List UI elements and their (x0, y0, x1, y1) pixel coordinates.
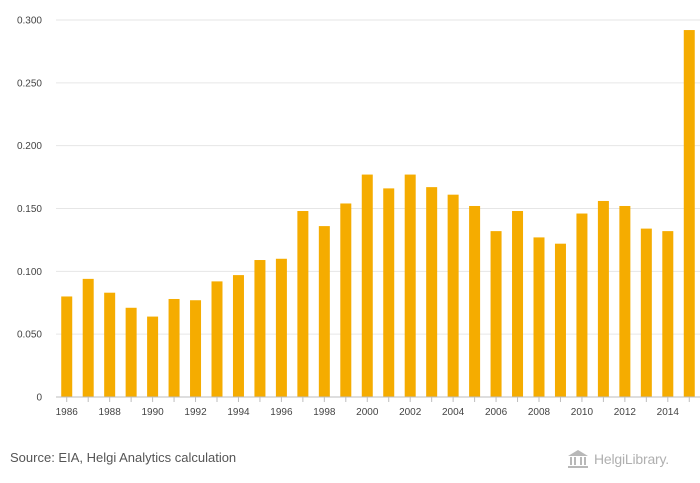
bar-2012[interactable] (619, 205, 631, 397)
bar-1994[interactable] (232, 275, 244, 397)
x-tick-label: 1988 (99, 407, 122, 418)
bar-1991[interactable] (168, 298, 180, 397)
bar-2003[interactable] (426, 187, 438, 397)
bar-series (61, 30, 695, 397)
x-tick-label: 1992 (184, 407, 207, 418)
y-tick-label: 0.150 (17, 204, 42, 215)
bar-1989[interactable] (125, 307, 137, 397)
y-tick-label: 0.200 (17, 141, 42, 152)
x-tick-label: 2012 (614, 407, 637, 418)
x-tick-label: 2002 (399, 407, 422, 418)
x-tick-label: 2004 (442, 407, 465, 418)
bar-2006[interactable] (490, 231, 502, 397)
brand-name: HelgiLibrary. (594, 451, 669, 467)
bar-1993[interactable] (211, 281, 223, 397)
y-tick-label: 0.100 (17, 267, 42, 278)
bar-2013[interactable] (640, 228, 652, 397)
y-tick-label: 0.250 (17, 78, 42, 89)
bar-1998[interactable] (318, 226, 330, 397)
library-building-icon (568, 450, 588, 468)
helgi-library-logo[interactable]: HelgiLibrary. (566, 448, 696, 470)
y-axis-tick-labels: 0.300 0.250 0.200 0.150 0.100 0.050 0 (17, 16, 42, 404)
x-tick-label: 1986 (56, 407, 79, 418)
bar-2009[interactable] (554, 243, 566, 397)
x-tick-label: 2000 (356, 407, 379, 418)
y-tick-label: 0.050 (17, 330, 42, 341)
bar-1996[interactable] (275, 258, 287, 397)
x-tick-label: 1990 (141, 407, 164, 418)
x-tick-label: 2006 (485, 407, 508, 418)
bar-1995[interactable] (254, 260, 266, 397)
bar-1987[interactable] (82, 278, 94, 397)
bar-2001[interactable] (383, 188, 395, 397)
x-axis-tick-labels: 1986 1988 1990 1992 1994 1996 1998 2000 2002 2004… (56, 397, 690, 418)
bar-2007[interactable] (512, 211, 524, 397)
bar-2015[interactable] (683, 30, 695, 397)
bar-2002[interactable] (404, 174, 416, 397)
y-tick-label: 0 (36, 393, 42, 404)
bar-chart: 0.300 0.250 0.200 0.150 0.100 0.050 0 1986 1988… (17, 16, 700, 418)
bar-1999[interactable] (340, 203, 352, 397)
bar-2000[interactable] (361, 174, 373, 397)
bar-2011[interactable] (597, 200, 609, 397)
x-tick-label: 2010 (571, 407, 594, 418)
bar-1990[interactable] (147, 316, 159, 397)
gridlines (56, 19, 700, 335)
bar-2014[interactable] (662, 231, 674, 397)
x-tick-label: 1994 (227, 407, 250, 418)
x-tick-label: 2014 (657, 407, 680, 418)
y-tick-label: 0.300 (17, 16, 42, 27)
bar-2008[interactable] (533, 237, 545, 397)
x-tick-label: 1996 (270, 407, 293, 418)
bar-1992[interactable] (190, 300, 202, 397)
bar-2004[interactable] (447, 194, 459, 397)
bar-2010[interactable] (576, 213, 588, 397)
bar-2005[interactable] (469, 205, 481, 397)
x-tick-label: 1998 (313, 407, 336, 418)
source-note: Source: EIA, Helgi Analytics calculation (10, 450, 237, 465)
bar-1988[interactable] (104, 292, 116, 397)
x-tick-label: 2008 (528, 407, 551, 418)
bar-1997[interactable] (297, 211, 309, 397)
bar-1986[interactable] (61, 296, 73, 397)
